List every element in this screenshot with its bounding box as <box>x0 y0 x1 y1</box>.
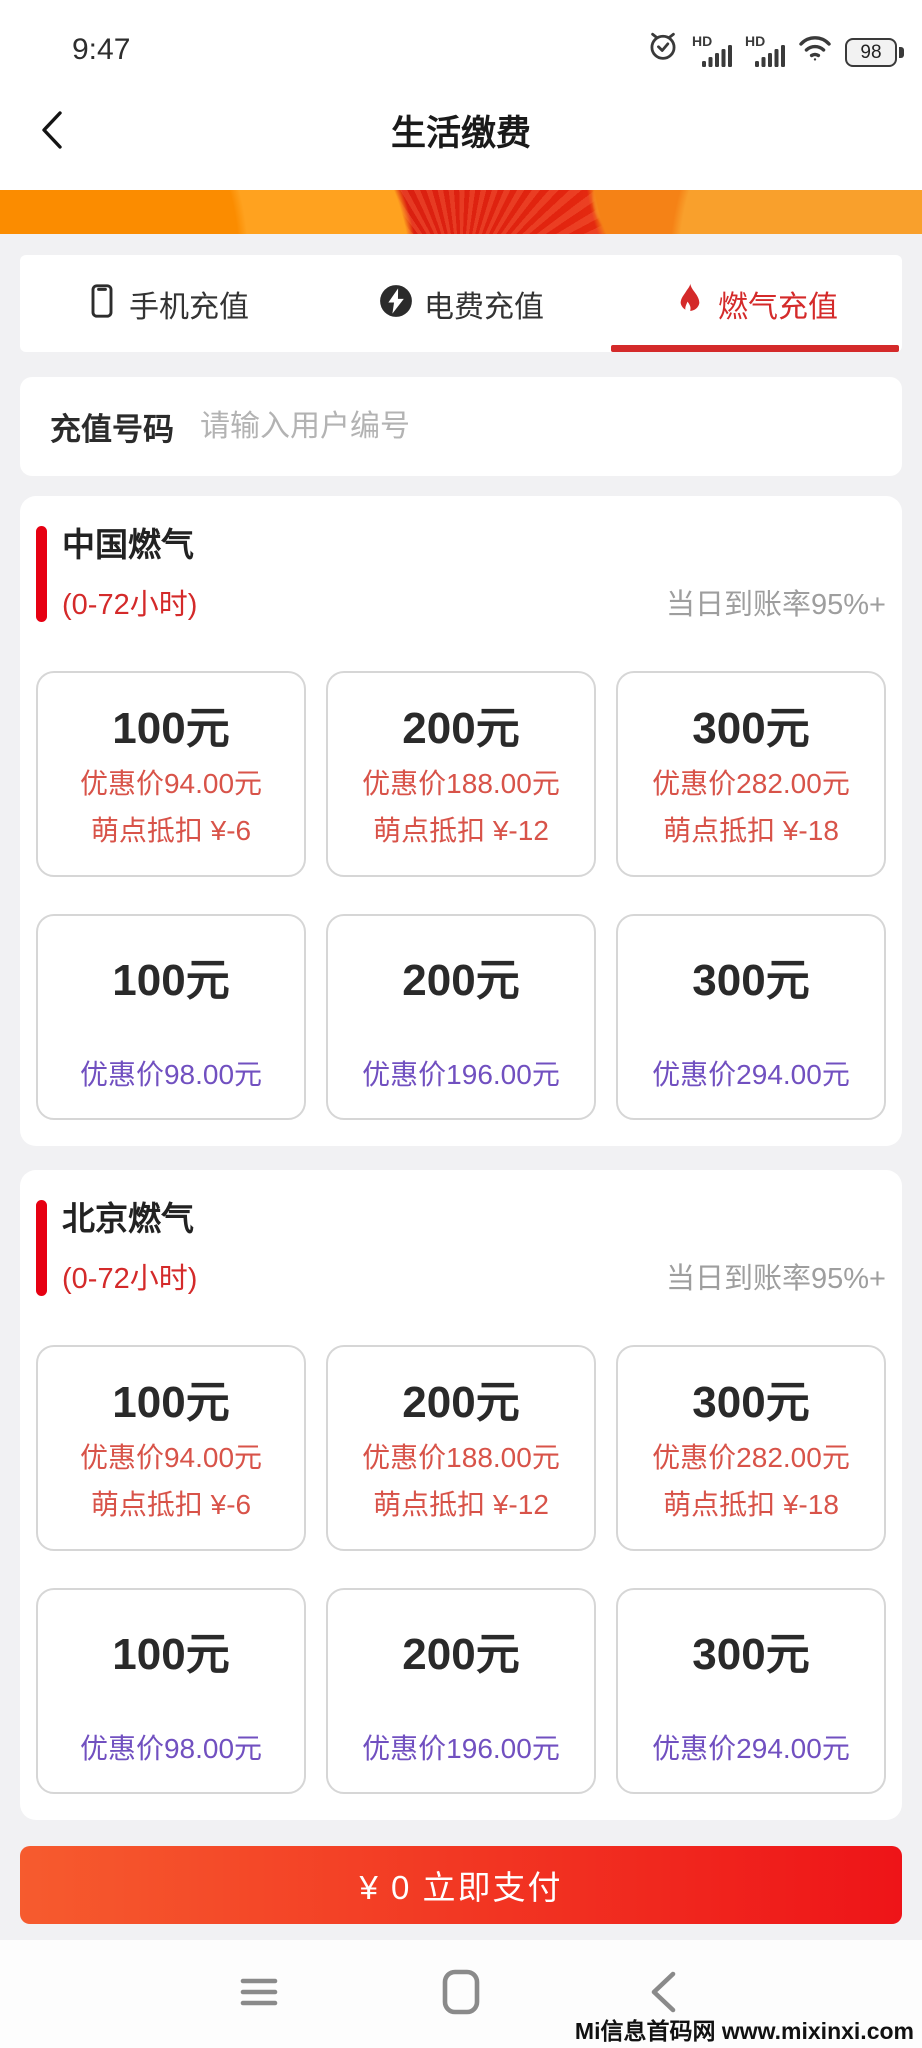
alarm-icon <box>647 30 679 67</box>
promo-banner-image <box>0 190 922 234</box>
lightning-icon <box>378 283 414 324</box>
signal-hd-icon-2: HD <box>745 33 785 67</box>
provider-arrival-rate: 当日到账率95%+ <box>666 1263 886 1295</box>
tab-phone-recharge[interactable]: 手机充值 <box>20 255 314 352</box>
gas-option-tile[interactable]: 100元 优惠价98.00元 <box>36 914 306 1120</box>
provider-card: 北京燃气 (0-72小时) 当日到账率95%+ 100元 优惠价94.00元 萌… <box>20 1170 902 1820</box>
status-icons: HD HD <box>647 30 904 68</box>
gas-option-tile[interactable]: 100元 优惠价98.00元 <box>36 1588 306 1794</box>
option-amount: 100元 <box>112 704 230 753</box>
status-bar: 9:47 HD HD <box>0 0 922 70</box>
option-price: 优惠价94.00元 <box>79 1442 263 1473</box>
pay-now-button[interactable]: ¥ 0 立即支付 <box>20 1846 902 1924</box>
content-area: 手机充值 电费充值 燃气充值 <box>0 234 922 1940</box>
tab-bar: 手机充值 电费充值 燃气充值 <box>20 255 902 352</box>
gas-option-tile[interactable]: 300元 优惠价294.00元 <box>616 914 886 1120</box>
gas-option-tile[interactable]: 100元 优惠价94.00元 萌点抵扣 ¥-6 <box>36 671 306 877</box>
tab-label: 燃气充值 <box>718 290 838 324</box>
header: 生活缴费 <box>0 70 922 190</box>
home-icon <box>442 1969 480 2015</box>
option-amount: 100元 <box>112 1378 230 1427</box>
gas-option-tile[interactable]: 200元 优惠价188.00元 萌点抵扣 ¥-12 <box>326 1345 596 1551</box>
option-price: 优惠价196.00元 <box>362 1059 560 1090</box>
providers: 中国燃气 (0-72小时) 当日到账率95%+ 100元 优惠价94.00元 萌… <box>20 496 902 1820</box>
gas-option-tile[interactable]: 200元 优惠价196.00元 <box>326 1588 596 1794</box>
provider-header: 中国燃气 (0-72小时) 当日到账率95%+ <box>36 523 886 625</box>
option-price: 优惠价282.00元 <box>652 1442 850 1473</box>
watermark-text: Mi信息首码网 www.mixinxi.com <box>574 2018 914 2044</box>
option-deduction: 萌点抵扣 ¥-18 <box>663 1489 839 1520</box>
option-deduction: 萌点抵扣 ¥-6 <box>90 1489 252 1520</box>
nav-home-button[interactable] <box>360 1962 562 2022</box>
pay-button-label: ¥ 0 立即支付 <box>359 1869 563 1906</box>
option-grid: 100元 优惠价94.00元 萌点抵扣 ¥-6 200元 优惠价188.00元 … <box>36 1345 886 1794</box>
recharge-number-label: 充值号码 <box>50 412 174 447</box>
option-amount: 300元 <box>692 1378 810 1427</box>
back-icon <box>651 1971 676 2013</box>
option-deduction: 萌点抵扣 ¥-18 <box>663 815 839 846</box>
option-price: 优惠价188.00元 <box>362 1442 560 1473</box>
option-price: 优惠价294.00元 <box>652 1733 850 1764</box>
option-grid: 100元 优惠价94.00元 萌点抵扣 ¥-6 200元 优惠价188.00元 … <box>36 671 886 1120</box>
option-price: 优惠价98.00元 <box>79 1733 263 1764</box>
gas-option-tile[interactable]: 300元 优惠价282.00元 萌点抵扣 ¥-18 <box>616 671 886 877</box>
chevron-left-icon <box>42 111 62 149</box>
option-deduction: 萌点抵扣 ¥-12 <box>373 815 549 846</box>
provider-header: 北京燃气 (0-72小时) 当日到账率95%+ <box>36 1197 886 1299</box>
option-amount: 100元 <box>112 956 230 1005</box>
option-amount: 100元 <box>112 1630 230 1679</box>
gas-option-tile[interactable]: 100元 优惠价94.00元 萌点抵扣 ¥-6 <box>36 1345 306 1551</box>
battery-icon: 98 <box>845 38 904 67</box>
active-tab-underline <box>611 345 899 352</box>
back-button[interactable] <box>30 105 74 155</box>
tab-electricity-recharge[interactable]: 电费充值 <box>314 255 608 352</box>
provider-time-range: (0-72小时) <box>62 589 198 621</box>
option-price: 优惠价98.00元 <box>79 1059 263 1090</box>
provider-arrival-rate: 当日到账率95%+ <box>666 589 886 621</box>
option-price: 优惠价94.00元 <box>79 768 263 799</box>
tab-label: 手机充值 <box>129 290 249 324</box>
option-amount: 200元 <box>402 1378 520 1427</box>
menu-icon <box>240 1978 278 2006</box>
phone-icon <box>85 283 119 324</box>
signal-hd-icon-1: HD <box>692 33 732 67</box>
option-price: 优惠价282.00元 <box>652 768 850 799</box>
option-price: 优惠价294.00元 <box>652 1059 850 1090</box>
option-amount: 200元 <box>402 704 520 753</box>
provider-name: 中国燃气 <box>62 526 194 563</box>
status-time: 9:47 <box>72 33 131 66</box>
option-amount: 200元 <box>402 956 520 1005</box>
provider-time-range: (0-72小时) <box>62 1263 198 1295</box>
nav-back-button[interactable] <box>562 1962 764 2022</box>
nav-menu-button[interactable] <box>158 1962 360 2022</box>
recharge-number-input[interactable] <box>200 409 872 444</box>
provider-card: 中国燃气 (0-72小时) 当日到账率95%+ 100元 优惠价94.00元 萌… <box>20 496 902 1146</box>
option-deduction: 萌点抵扣 ¥-6 <box>90 815 252 846</box>
option-amount: 300元 <box>692 704 810 753</box>
system-nav-bar: Mi信息首码网 www.mixinxi.com <box>0 1940 922 2048</box>
battery-level: 98 <box>845 38 897 67</box>
flame-icon <box>672 282 708 325</box>
provider-name: 北京燃气 <box>62 1200 194 1237</box>
option-price: 优惠价196.00元 <box>362 1733 560 1764</box>
gas-option-tile[interactable]: 200元 优惠价188.00元 萌点抵扣 ¥-12 <box>326 671 596 877</box>
tab-label: 电费充值 <box>424 290 544 324</box>
gas-option-tile[interactable]: 300元 优惠价282.00元 萌点抵扣 ¥-18 <box>616 1345 886 1551</box>
gas-option-tile[interactable]: 300元 优惠价294.00元 <box>616 1588 886 1794</box>
option-deduction: 萌点抵扣 ¥-12 <box>373 1489 549 1520</box>
page-title: 生活缴费 <box>390 113 531 153</box>
gas-option-tile[interactable]: 200元 优惠价196.00元 <box>326 914 596 1120</box>
option-amount: 200元 <box>402 1630 520 1679</box>
option-amount: 300元 <box>692 956 810 1005</box>
tab-gas-recharge[interactable]: 燃气充值 <box>608 255 902 352</box>
wifi-icon <box>798 34 832 67</box>
option-amount: 300元 <box>692 1630 810 1679</box>
recharge-number-card: 充值号码 <box>20 377 902 476</box>
option-price: 优惠价188.00元 <box>362 768 560 799</box>
